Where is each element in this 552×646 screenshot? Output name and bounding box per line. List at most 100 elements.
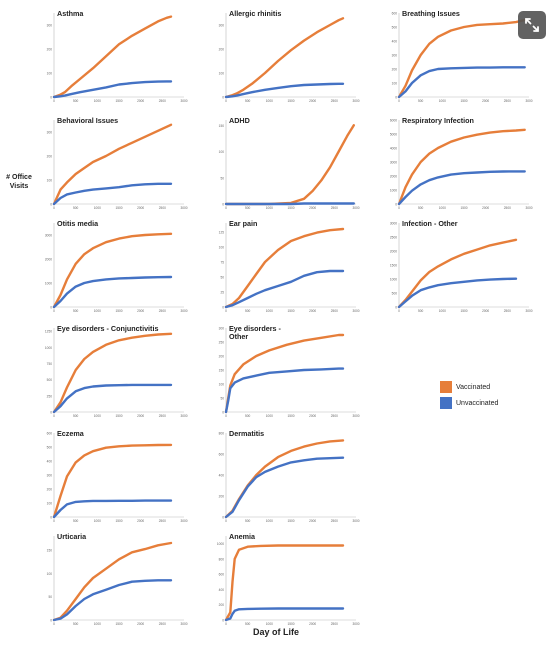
- y-tick-label: 600: [47, 432, 53, 436]
- panel-title: Ear pain: [229, 219, 257, 228]
- x-tick-label: 1000: [266, 519, 273, 523]
- x-tick-label: 500: [418, 206, 424, 210]
- x-tick-label: 1500: [287, 206, 294, 210]
- x-tick-label: 2000: [482, 206, 489, 210]
- x-tick-label: 1500: [460, 99, 467, 103]
- panel-title: Other: [229, 332, 248, 341]
- x-tick-label: 2000: [137, 99, 144, 103]
- y-tick-label: 2000: [45, 258, 52, 262]
- x-tick-label: 0: [53, 206, 55, 210]
- y-tick-label: 200: [47, 48, 53, 52]
- y-tick-label: 400: [392, 40, 398, 44]
- series-line-unvaccinated: [52, 579, 173, 622]
- y-tick-label: 500: [392, 292, 398, 296]
- x-tick-label: 500: [245, 519, 251, 523]
- x-tick-label: 3000: [180, 519, 187, 523]
- x-tick-label: 2000: [309, 206, 316, 210]
- panel-title: Eye disorders -: [229, 324, 282, 333]
- panel-title: Anemia: [229, 532, 256, 541]
- x-tick-label: 3000: [180, 309, 187, 313]
- y-tick-label: 50: [220, 176, 224, 180]
- x-tick-label: 2500: [159, 99, 166, 103]
- x-tick-label: 0: [53, 622, 55, 626]
- panel-title: Allergic rhinitis: [229, 9, 281, 18]
- x-tick-label: 2000: [309, 622, 316, 626]
- x-tick-label: 1500: [115, 99, 122, 103]
- panel-title: Behavioral Issues: [57, 116, 118, 125]
- y-tick-label: 2000: [390, 175, 397, 179]
- series-line-unvaccinated: [52, 182, 173, 206]
- series-line-vaccinated: [224, 544, 345, 622]
- x-tick-label: 2500: [331, 309, 338, 313]
- panel-title: Eczema: [57, 429, 85, 438]
- y-tick-label: 1000: [45, 282, 52, 286]
- y-tick-label: 1000: [217, 542, 224, 546]
- y-tick-label: 0: [222, 619, 224, 623]
- x-tick-label: 0: [53, 309, 55, 313]
- x-tick-label: 2500: [331, 622, 338, 626]
- y-tick-label: 100: [47, 72, 53, 76]
- x-tick-label: 500: [245, 414, 251, 418]
- panel-title: ADHD: [229, 116, 250, 125]
- legend-label-vaccinated: Vaccinated: [456, 383, 491, 391]
- x-tick-label: 500: [73, 99, 79, 103]
- y-tick-label: 300: [392, 54, 398, 58]
- x-tick-label: 500: [245, 206, 251, 210]
- x-tick-label: 2000: [482, 99, 489, 103]
- y-tick-label: 125: [219, 231, 225, 235]
- series-line-vaccinated: [224, 227, 345, 309]
- y-tick-label: 0: [50, 516, 52, 520]
- legend-item-vaccinated: Vaccinated: [440, 381, 498, 393]
- x-tick-label: 2500: [159, 206, 166, 210]
- series-line-unvaccinated: [224, 367, 345, 414]
- x-tick-label: 3000: [180, 414, 187, 418]
- x-tick-label: 1500: [115, 414, 122, 418]
- x-tick-label: 3000: [352, 99, 359, 103]
- x-tick-label: 1500: [287, 309, 294, 313]
- x-tick-label: 1500: [287, 414, 294, 418]
- x-tick-label: 1500: [460, 206, 467, 210]
- y-tick-label: 200: [47, 155, 53, 159]
- y-tick-label: 100: [219, 383, 225, 387]
- x-tick-label: 1000: [439, 309, 446, 313]
- x-tick-label: 1500: [115, 206, 122, 210]
- panel-title: Respiratory Infection: [402, 116, 474, 125]
- x-tick-label: 1000: [266, 206, 273, 210]
- y-tick-label: 50: [220, 397, 224, 401]
- series-line-vaccinated: [52, 332, 173, 414]
- y-tick-label: 0: [50, 306, 52, 310]
- series-line-unvaccinated: [52, 383, 173, 414]
- series-line-vaccinated: [224, 17, 345, 99]
- series-line-vaccinated: [52, 15, 173, 99]
- series-line-vaccinated: [397, 18, 526, 99]
- x-tick-label: 1500: [287, 99, 294, 103]
- expand-icon[interactable]: [518, 11, 546, 39]
- y-tick-label: 0: [50, 203, 52, 207]
- y-tick-label: 100: [47, 502, 53, 506]
- y-tick-label: 750: [47, 362, 53, 366]
- series-line-unvaccinated: [397, 66, 526, 99]
- x-tick-label: 0: [398, 206, 400, 210]
- panel-title: Breathing Issues: [402, 9, 460, 18]
- x-tick-label: 2500: [331, 99, 338, 103]
- x-tick-label: 0: [53, 414, 55, 418]
- x-tick-label: 500: [73, 206, 79, 210]
- x-tick-label: 2000: [137, 414, 144, 418]
- x-tick-label: 3000: [525, 206, 532, 210]
- y-tick-label: 100: [392, 82, 398, 86]
- x-tick-label: 2500: [159, 309, 166, 313]
- x-tick-label: 500: [73, 519, 79, 523]
- x-tick-label: 1000: [439, 206, 446, 210]
- y-tick-label: 100: [219, 72, 225, 76]
- panel-title: Infection - Other: [402, 219, 458, 228]
- y-tick-label: 25: [220, 291, 224, 295]
- y-tick-label: 200: [219, 495, 225, 499]
- y-tick-label: 2500: [390, 236, 397, 240]
- x-tick-label: 0: [225, 309, 227, 313]
- series-line-unvaccinated: [52, 275, 173, 309]
- y-tick-label: 3000: [390, 161, 397, 165]
- x-tick-label: 0: [225, 622, 227, 626]
